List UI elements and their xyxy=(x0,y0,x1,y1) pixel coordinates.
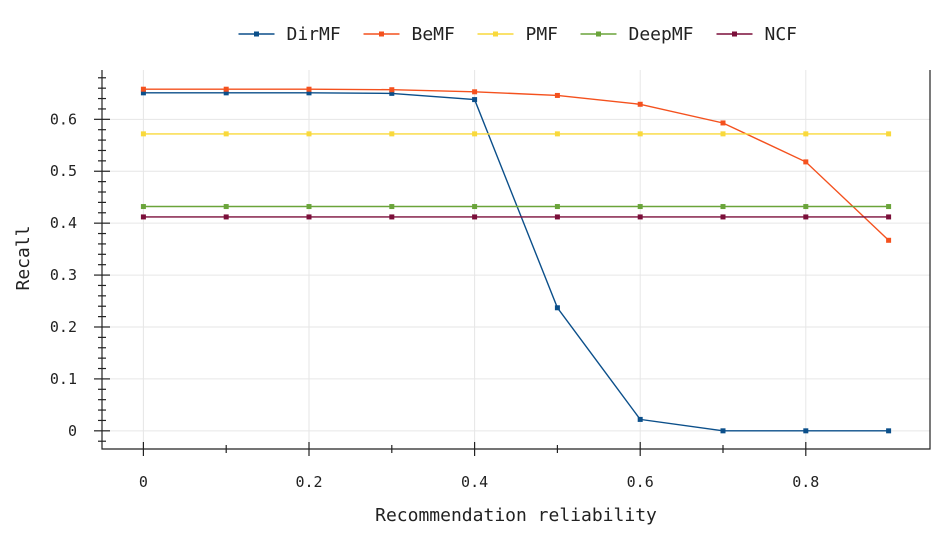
legend-label-dirmf: DirMF xyxy=(287,24,341,45)
legend-marker-dirmf xyxy=(254,31,259,37)
data-point-pmf xyxy=(140,131,146,137)
data-point-pmf xyxy=(720,131,726,137)
data-point-deepmf xyxy=(140,204,146,210)
data-point-pmf xyxy=(637,131,643,137)
data-point-deepmf xyxy=(637,204,643,210)
legend-marker-ncf xyxy=(732,31,737,37)
data-point-deepmf xyxy=(389,204,395,210)
y-tick-label: 0.6 xyxy=(50,110,77,128)
data-point-bemf xyxy=(803,159,809,165)
data-point-pmf xyxy=(223,131,229,137)
data-point-deepmf xyxy=(554,204,560,210)
data-point-deepmf xyxy=(803,204,809,210)
data-point-dirmf xyxy=(472,97,478,103)
data-point-ncf xyxy=(637,214,643,220)
data-point-dirmf xyxy=(389,90,395,96)
legend-marker-deepmf xyxy=(596,31,601,37)
data-point-deepmf xyxy=(886,204,892,210)
data-point-pmf xyxy=(389,131,395,137)
data-point-ncf xyxy=(223,214,229,220)
x-tick-label: 0.8 xyxy=(792,473,819,491)
legend-marker-bemf xyxy=(379,31,384,37)
data-point-ncf xyxy=(886,214,892,220)
data-point-bemf xyxy=(637,101,643,107)
data-point-deepmf xyxy=(720,204,726,210)
legend-label-deepmf: DeepMF xyxy=(629,24,694,45)
legend-label-pmf: PMF xyxy=(526,24,559,45)
grid xyxy=(102,70,930,449)
y-axis-title: Recall xyxy=(13,225,34,290)
data-point-ncf xyxy=(554,214,560,220)
data-point-dirmf xyxy=(223,90,229,96)
data-point-pmf xyxy=(306,131,312,137)
data-point-bemf xyxy=(472,89,478,95)
data-point-dirmf xyxy=(554,305,560,311)
data-point-ncf xyxy=(803,214,809,220)
y-tick-label: 0.1 xyxy=(50,370,77,388)
axes: 0 0.2 0.4 0.6 0.8 0 0.1 0.2 0.3 0.4 0.5 0.6 xyxy=(50,70,931,491)
y-tick-label: 0.2 xyxy=(50,318,77,336)
data-point-deepmf xyxy=(223,204,229,210)
data-point-bemf xyxy=(140,86,146,92)
series-lines xyxy=(140,86,892,434)
data-point-deepmf xyxy=(472,204,478,210)
series-line-dirmf xyxy=(143,92,889,432)
legend-label-bemf: BeMF xyxy=(412,24,455,45)
data-point-pmf xyxy=(803,131,809,137)
legend: DirMF BeMF PMF DeepMF NCF xyxy=(238,24,798,45)
data-point-bemf xyxy=(554,92,560,98)
data-point-bemf xyxy=(223,86,229,92)
data-point-pmf xyxy=(472,131,478,137)
x-tick-label: 0 xyxy=(139,473,148,491)
x-tick-label: 0.4 xyxy=(461,473,488,491)
x-tick-label: 0.2 xyxy=(295,473,322,491)
data-point-ncf xyxy=(140,214,146,220)
axis-frame xyxy=(101,70,931,450)
data-point-ncf xyxy=(389,214,395,220)
data-point-dirmf xyxy=(886,428,892,434)
legend-marker-pmf xyxy=(493,31,498,37)
data-point-bemf xyxy=(720,120,726,126)
legend-label-ncf: NCF xyxy=(765,24,798,45)
data-point-dirmf xyxy=(720,428,726,434)
series-line-bemf xyxy=(143,88,890,241)
data-point-pmf xyxy=(554,131,560,137)
y-tick-label: 0.5 xyxy=(50,162,77,180)
x-axis-title: Recommendation reliability xyxy=(375,505,657,526)
y-tick-label: 0.4 xyxy=(50,214,77,232)
data-point-pmf xyxy=(886,131,892,137)
data-point-bemf xyxy=(306,86,312,92)
data-point-dirmf xyxy=(637,416,643,422)
data-point-dirmf xyxy=(140,90,146,96)
y-tick-label: 0.3 xyxy=(50,266,77,284)
y-tick-label: 0 xyxy=(68,422,77,440)
data-point-bemf xyxy=(886,237,892,243)
data-point-bemf xyxy=(389,87,395,93)
data-point-dirmf xyxy=(306,90,312,96)
data-point-dirmf xyxy=(803,428,809,434)
data-point-ncf xyxy=(472,214,478,220)
data-point-ncf xyxy=(306,214,312,220)
x-tick-label: 0.6 xyxy=(627,473,654,491)
data-point-deepmf xyxy=(306,204,312,210)
data-point-ncf xyxy=(720,214,726,220)
